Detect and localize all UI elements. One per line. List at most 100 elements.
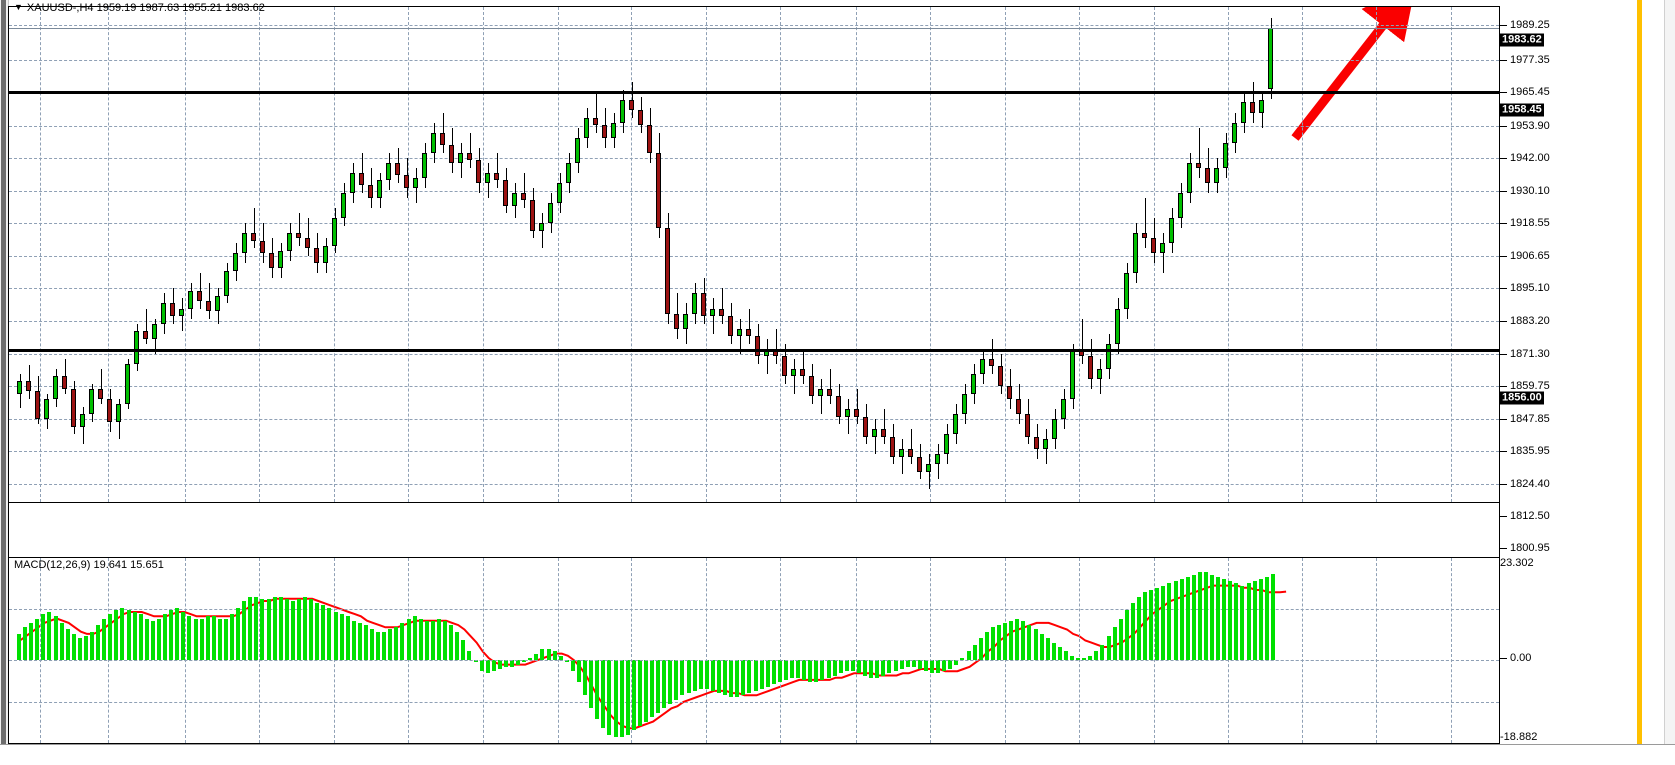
horizontal-level-line[interactable] — [9, 348, 1499, 352]
candle-body-bullish — [1178, 192, 1183, 219]
candle-body-bearish — [503, 180, 508, 206]
macd-histogram-bar — [851, 660, 856, 672]
macd-histogram-bar — [650, 660, 655, 718]
macd-histogram-bar — [1186, 576, 1191, 661]
macd-histogram-bar — [559, 655, 564, 661]
macd-histogram-bar — [553, 651, 558, 661]
candle-body-bearish — [881, 429, 886, 437]
candle-body-bullish — [953, 414, 958, 435]
up-right-arrow — [1291, 7, 1417, 141]
macd-histogram-bar — [35, 618, 40, 661]
grid-line-vertical — [930, 7, 931, 502]
candle-body-bearish — [26, 381, 31, 392]
macd-histogram-bar — [516, 660, 521, 665]
macd-histogram-bar — [571, 660, 576, 672]
macd-histogram-bar — [1009, 620, 1014, 661]
price-axis-label: 1953.90 — [1500, 120, 1550, 132]
macd-axis-label: -18.882 — [1500, 731, 1538, 743]
macd-histogram-bar — [187, 616, 192, 661]
price-axis-label: 1812.50 — [1500, 510, 1550, 522]
macd-histogram-bar — [766, 660, 771, 687]
candle-body-bearish — [854, 409, 859, 417]
macd-histogram-bar — [407, 618, 412, 661]
candle-body-bearish — [665, 228, 670, 314]
macd-histogram-bar — [540, 649, 545, 661]
candle-body-bullish — [575, 137, 580, 163]
candle-body-bullish — [152, 323, 157, 339]
candle-body-bearish — [1151, 238, 1156, 254]
macd-histogram-bar — [1253, 581, 1258, 661]
candle-wick — [740, 318, 741, 354]
macd-histogram-bar — [796, 660, 801, 678]
macd-histogram-bar — [833, 660, 838, 676]
macd-histogram-bar — [644, 660, 649, 722]
grid-line-vertical — [408, 7, 409, 502]
candle-wick — [794, 358, 795, 394]
candle-body-bullish — [926, 464, 931, 472]
candle-body-bullish — [224, 270, 229, 296]
macd-histogram-bar — [224, 618, 229, 661]
horizontal-level-line[interactable] — [9, 91, 1499, 95]
chevron-down-icon[interactable]: ▼ — [14, 2, 23, 12]
macd-histogram-bar — [589, 660, 594, 709]
macd-histogram-bar — [656, 660, 661, 713]
price-axis-label: 1824.40 — [1500, 478, 1550, 490]
macd-histogram-bar — [930, 660, 935, 674]
macd-histogram-bar — [346, 616, 351, 661]
macd-histogram-bar — [705, 660, 710, 689]
candle-body-bullish — [692, 293, 697, 314]
right-scrollbar[interactable] — [1664, 0, 1675, 744]
candle-body-bearish — [62, 376, 67, 389]
candle-body-bearish — [719, 308, 724, 317]
price-axis-label-highlight: 1983.62 — [1500, 33, 1544, 47]
macd-histogram-bar — [948, 660, 953, 669]
macd-histogram-bar — [425, 620, 430, 661]
grid-line-horizontal — [9, 158, 1499, 159]
candle-body-bearish — [863, 416, 868, 437]
candle-body-bearish — [836, 396, 841, 417]
macd-histogram-bar — [1094, 651, 1099, 661]
macd-histogram-bar — [267, 598, 272, 661]
candle-body-bullish — [557, 182, 562, 203]
candle-body-bullish — [971, 373, 976, 394]
macd-histogram-bar — [236, 607, 241, 661]
macd-histogram-bar — [60, 622, 65, 661]
candle-body-bearish — [656, 152, 661, 229]
candle-body-bearish — [890, 436, 895, 457]
macd-histogram-bar — [358, 622, 363, 661]
macd-histogram-bar — [388, 629, 393, 661]
price-scale-handle[interactable] — [1637, 0, 1642, 744]
price-axis-label: 1835.95 — [1500, 445, 1550, 457]
macd-histogram-bar — [139, 614, 144, 661]
macd-histogram-bar — [212, 616, 217, 661]
candle-wick — [848, 398, 849, 435]
macd-histogram-bar — [194, 618, 199, 661]
candle-body-bearish — [629, 99, 634, 111]
candle-body-bullish — [845, 409, 850, 417]
price-chart-pane[interactable] — [8, 6, 1500, 503]
price-axis[interactable]: 1989.25 1983.62 1977.35 1965.45 1958.45 1953.… — [1500, 6, 1634, 744]
left-scrollbar-thumb[interactable] — [1, 0, 6, 744]
macd-histogram-bar — [1064, 651, 1069, 661]
candle-wick — [902, 439, 903, 475]
macd-histogram-bar — [900, 660, 905, 669]
candle-wick — [1082, 318, 1083, 364]
candle-body-bullish — [179, 308, 184, 317]
macd-plot-area[interactable] — [9, 558, 1499, 743]
candle-wick — [542, 213, 543, 249]
grid-line-vertical — [1302, 7, 1303, 502]
macd-histogram-bar — [784, 660, 789, 680]
macd-histogram-bar — [620, 660, 625, 737]
macd-indicator-pane[interactable] — [8, 557, 1500, 744]
macd-histogram-bar — [845, 660, 850, 672]
macd-histogram-bar — [340, 614, 345, 661]
price-plot-area[interactable] — [9, 7, 1499, 502]
macd-histogram-bar — [413, 616, 418, 661]
macd-histogram-bar — [102, 618, 107, 661]
candle-body-bearish — [440, 132, 445, 146]
macd-histogram-bar — [985, 631, 990, 661]
macd-histogram-bar — [1198, 572, 1203, 661]
macd-histogram-bar — [887, 660, 892, 674]
candle-body-bullish — [431, 132, 436, 153]
macd-histogram-bar — [90, 631, 95, 661]
